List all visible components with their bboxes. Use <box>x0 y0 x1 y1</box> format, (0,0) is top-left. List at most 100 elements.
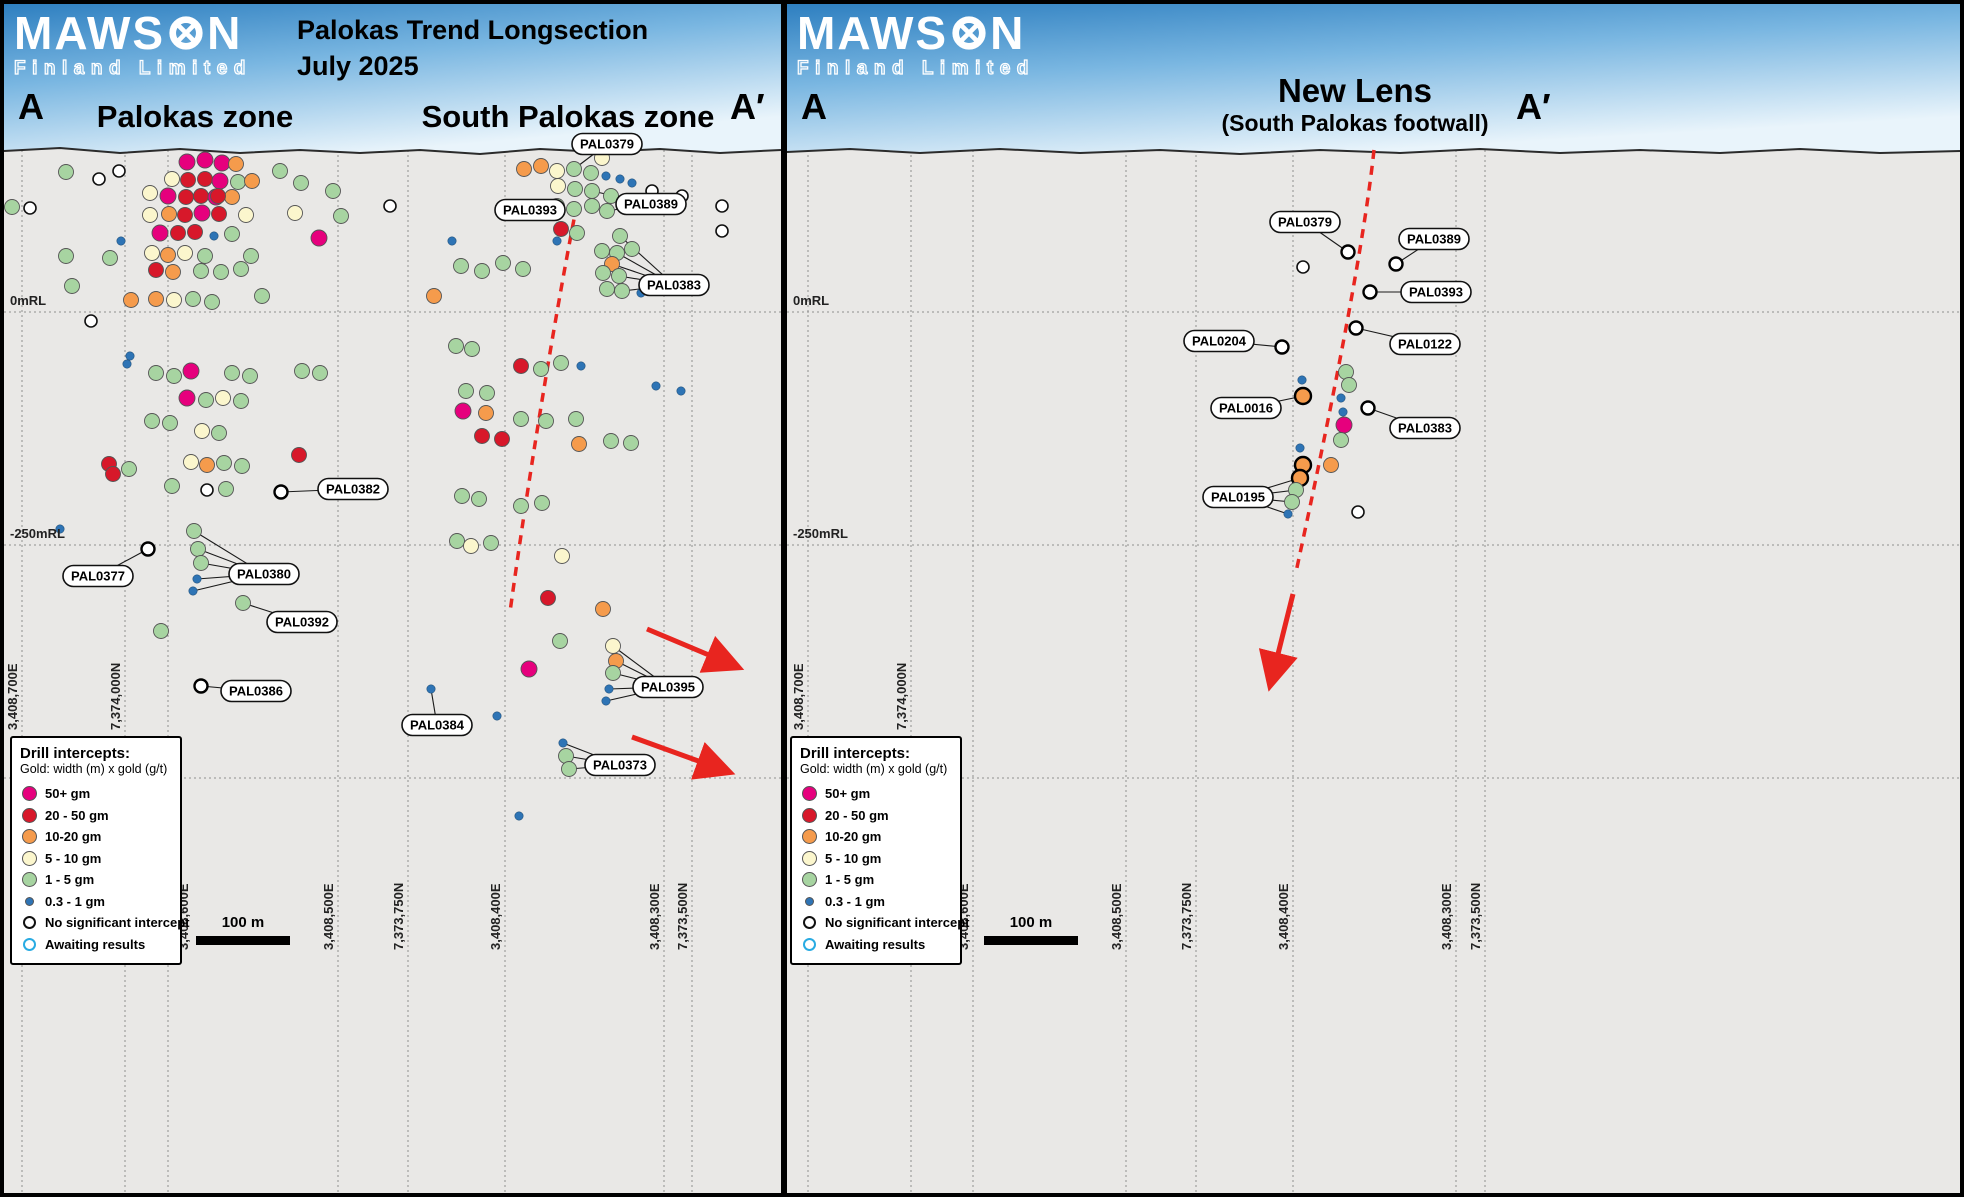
legend-item-label: 50+ gm <box>45 786 91 802</box>
drill-intercept-point <box>291 447 307 463</box>
drill-intercept-point <box>140 541 156 557</box>
legend-item-label: 10-20 gm <box>825 829 882 845</box>
drill-intercept-point <box>426 684 436 694</box>
legend-item-label: 20 - 50 gm <box>45 807 109 823</box>
drill-intercept-point <box>1348 320 1364 336</box>
drill-intercept-point <box>601 696 611 706</box>
hole-label-text: PAL0016 <box>1219 401 1273 416</box>
hole-label-pill <box>401 713 473 737</box>
drill-intercept-point <box>213 154 231 172</box>
drill-intercept-point <box>458 383 474 399</box>
drill-intercept-point <box>454 488 470 504</box>
drill-intercept-point <box>234 458 250 474</box>
drill-intercept-point <box>235 595 251 611</box>
drill-intercept-point <box>516 161 532 177</box>
drill-intercept-point <box>193 678 209 694</box>
legend-dot-wrap <box>20 829 38 845</box>
figure-title-line1: Palokas Trend Longsection <box>297 15 649 45</box>
drill-intercept-point <box>614 283 630 299</box>
hole-label-pill <box>1389 416 1461 440</box>
panel-left-axislabels: 0mRL-250mRL-500mRL3,408,700E7,374,000N3,… <box>5 293 690 950</box>
legend-item: 0.3 - 1 gm <box>800 891 953 913</box>
hole-label-pill <box>220 679 292 703</box>
legend-item-label: 50+ gm <box>825 786 871 802</box>
legend-item-label: No significant intercept <box>45 915 190 931</box>
hole-label-pill <box>1398 227 1470 251</box>
hole-label-pill <box>638 273 710 297</box>
drill-intercept-point <box>715 224 729 238</box>
drill-intercept-point <box>215 390 231 406</box>
drill-intercept-point <box>211 206 227 222</box>
drill-intercept-point <box>312 365 328 381</box>
panel-left-points <box>4 150 729 821</box>
legend-item-label: 10-20 gm <box>45 829 102 845</box>
drill-intercept-point <box>550 178 566 194</box>
drill-intercept-point <box>182 362 200 380</box>
panel-right-points <box>1274 244 1404 519</box>
section-marker-aprime-left: A′ <box>730 86 765 127</box>
drill-intercept-point <box>1360 400 1376 416</box>
logo-text-right: N <box>207 7 243 59</box>
legend-dot-icon <box>802 937 816 951</box>
legend-item-label: 1 - 5 gm <box>45 872 95 888</box>
axis-label-coord: 3,408,400E <box>1276 883 1291 950</box>
drill-intercept-point <box>584 198 600 214</box>
drill-intercept-point <box>272 163 288 179</box>
legend-dot-icon <box>21 850 37 866</box>
drill-intercept-point <box>533 361 549 377</box>
legend-dot-wrap <box>800 786 818 802</box>
panel-left-holelabels: PAL0379 PAL0393 PAL0389 PAL0383 PAL0382 PAL03… <box>62 132 710 777</box>
drill-intercept-point <box>520 660 538 678</box>
drill-intercept-point <box>1284 494 1300 510</box>
panel-right-holelabels: PAL0379 PAL0389 PAL0393 PAL0204 PAL0122 PAL00… <box>1183 210 1472 509</box>
scale-bar-label: 100 m <box>1009 914 1053 931</box>
drill-intercept-point <box>294 363 310 379</box>
axis-label-coord: 7,373,750N <box>391 883 406 950</box>
panel-right-sky <box>787 4 1960 154</box>
hole-label-text: PAL0204 <box>1192 334 1247 349</box>
drill-intercept-point <box>193 188 209 204</box>
legend-dot-icon <box>21 807 37 823</box>
legend-item: 5 - 10 gm <box>20 848 173 870</box>
drill-intercept-point <box>474 428 490 444</box>
drill-intercept-point <box>569 225 585 241</box>
drill-intercept-point <box>211 425 227 441</box>
drill-intercept-point <box>218 481 234 497</box>
axis-label-coord: 7,374,000N <box>894 663 909 730</box>
drill-intercept-point <box>216 455 232 471</box>
hole-label-pill <box>1389 332 1461 356</box>
logo-subtitle: Finland Limited <box>13 58 252 79</box>
drill-intercept-point <box>1283 509 1293 519</box>
drill-intercept-point <box>325 183 341 199</box>
drill-intercept-point <box>194 423 210 439</box>
drill-intercept-point <box>293 175 309 191</box>
legend-item: No significant intercept <box>800 912 969 934</box>
legend-subtitle: Gold: width (m) x gold (g/t) <box>20 762 168 776</box>
drill-intercept-point <box>603 188 619 204</box>
mawson-logo-left: MAWS N Finland Limited <box>13 7 252 79</box>
drill-intercept-point <box>243 248 259 264</box>
legend-dot-wrap <box>20 916 38 930</box>
drill-intercept-point <box>116 236 126 246</box>
scale-bar-label: 100 m <box>221 914 265 931</box>
drill-intercept-point <box>178 189 194 205</box>
drill-intercept-point <box>1323 457 1339 473</box>
hole-label-pill <box>228 562 300 586</box>
legend-item-label: 1 - 5 gm <box>825 872 875 888</box>
hole-label-pill <box>266 610 338 634</box>
panel-right-grid <box>787 150 1960 1193</box>
legend-dot-icon <box>801 850 817 866</box>
drill-intercept-point <box>583 165 599 181</box>
scale-bar-rect <box>984 936 1078 945</box>
hole-label-text: PAL0384 <box>410 718 465 733</box>
drill-intercept-point <box>447 236 457 246</box>
drill-intercept-point <box>164 171 180 187</box>
panel-right-group: PAL0379 PAL0389 PAL0393 PAL0204 PAL0122 PAL00… <box>786 4 1961 1193</box>
axis-label-coord: 3,408,500E <box>1109 883 1124 950</box>
drill-intercept-point <box>426 288 442 304</box>
legend-dot-wrap <box>800 850 818 866</box>
drill-intercept-point <box>604 684 614 694</box>
drill-intercept-point <box>599 281 615 297</box>
hole-label-text: PAL0395 <box>641 680 695 695</box>
drill-intercept-point <box>538 413 554 429</box>
